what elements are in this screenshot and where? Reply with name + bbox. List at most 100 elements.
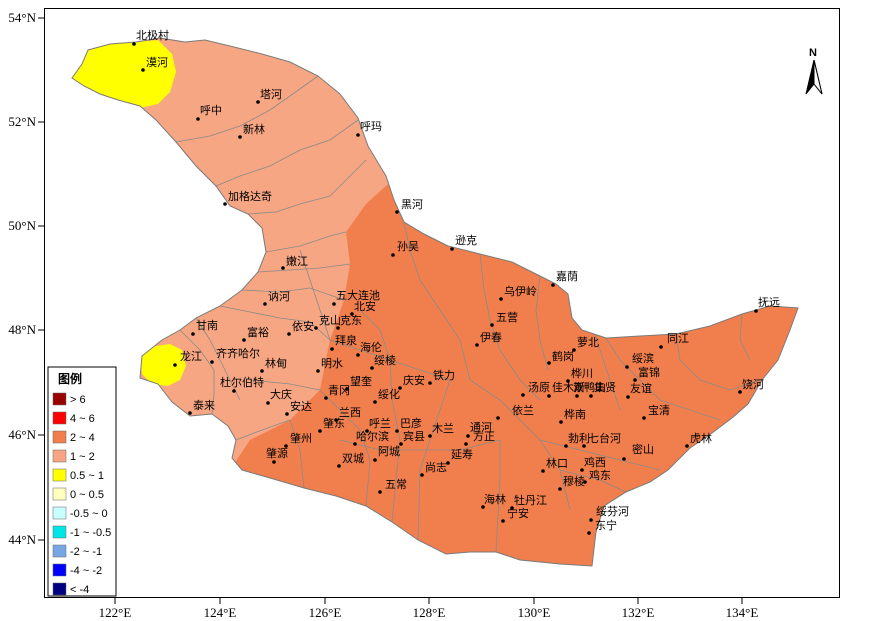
city-label: 肇东 bbox=[323, 416, 345, 430]
city-label: 绥化 bbox=[378, 387, 400, 401]
city-marker bbox=[350, 312, 354, 316]
city-marker bbox=[589, 518, 593, 522]
city-marker bbox=[622, 457, 626, 461]
county-boundary bbox=[235, 419, 291, 441]
city-label: 明水 bbox=[321, 357, 343, 370]
city-label: 同江 bbox=[667, 332, 689, 345]
city-marker bbox=[572, 348, 576, 352]
county-boundary bbox=[675, 333, 761, 391]
city-label: 勃利 bbox=[568, 432, 590, 445]
city-label: 青冈 bbox=[328, 384, 350, 397]
city-marker bbox=[558, 487, 562, 491]
county-boundary bbox=[339, 439, 501, 451]
city-marker bbox=[391, 253, 395, 257]
city-label: 木兰 bbox=[432, 422, 454, 435]
city-marker bbox=[378, 490, 382, 494]
x-tick-label: 128°E bbox=[413, 605, 446, 620]
legend-swatch bbox=[52, 487, 67, 501]
city-marker bbox=[353, 442, 357, 446]
city-marker bbox=[370, 366, 374, 370]
x-tick-label: 132°E bbox=[622, 605, 655, 620]
city-marker bbox=[547, 361, 551, 365]
legend-swatch bbox=[52, 506, 67, 520]
y-tick-label: 46°N bbox=[8, 427, 36, 442]
city-label: 桦川 bbox=[571, 366, 593, 380]
legend: 图例 > 6 4 ~ 6 2 ~ 4 1 ~ 2 0.5 ~ 1 0 ~ 0.5 -0.5 ~… bbox=[47, 366, 117, 597]
legend-item-label: 1 ~ 2 bbox=[70, 451, 95, 463]
city-marker bbox=[754, 309, 758, 313]
city-marker bbox=[332, 302, 336, 306]
city-label: 绥棱 bbox=[374, 354, 396, 367]
county-boundary bbox=[559, 469, 627, 493]
city-marker bbox=[475, 343, 479, 347]
city-marker bbox=[395, 210, 399, 214]
city-marker bbox=[564, 444, 568, 448]
city-marker bbox=[132, 42, 136, 46]
city-marker bbox=[191, 332, 195, 336]
city-label: 漠河 bbox=[146, 56, 168, 69]
city-marker bbox=[685, 444, 689, 448]
zone-0.5-1-mohe bbox=[72, 40, 176, 108]
city-marker bbox=[330, 347, 334, 351]
x-tick-label: 130°E bbox=[518, 605, 551, 620]
y-tick-label: 52°N bbox=[8, 114, 36, 129]
city-label: 饶河 bbox=[742, 378, 764, 391]
y-tick-label: 50°N bbox=[8, 218, 36, 233]
city-marker bbox=[428, 434, 432, 438]
city-marker bbox=[659, 345, 663, 349]
county-boundary bbox=[359, 309, 391, 361]
city-marker bbox=[173, 363, 177, 367]
city-label: 齐齐哈尔 bbox=[216, 346, 260, 360]
city-marker bbox=[446, 461, 450, 465]
legend-swatch bbox=[52, 449, 67, 463]
county-boundary bbox=[403, 221, 471, 381]
city-marker bbox=[428, 381, 432, 385]
county-boundary bbox=[257, 263, 351, 273]
county-boundary bbox=[469, 379, 571, 511]
city-marker bbox=[356, 133, 360, 137]
north-arrow-label: N bbox=[809, 47, 817, 59]
city-marker bbox=[580, 468, 584, 472]
city-marker bbox=[196, 117, 200, 121]
city-label: 克山 bbox=[319, 314, 341, 327]
y-tick-label: 44°N bbox=[8, 532, 36, 547]
city-marker bbox=[566, 379, 570, 383]
city-label: 拜泉 bbox=[335, 333, 357, 347]
city-label: 五大连池 bbox=[336, 288, 380, 302]
city-marker bbox=[284, 444, 288, 448]
city-marker bbox=[582, 444, 586, 448]
county-boundary bbox=[265, 231, 347, 253]
city-marker bbox=[260, 369, 264, 373]
city-marker bbox=[510, 506, 514, 510]
city-label: 宁安 bbox=[507, 506, 529, 520]
legend-item-label: -2 ~ -1 bbox=[70, 546, 102, 558]
city-marker bbox=[263, 302, 267, 306]
county-boundary bbox=[299, 249, 331, 341]
city-marker bbox=[521, 393, 525, 397]
city-label: 逊克 bbox=[455, 234, 477, 247]
city-label: 乌伊岭 bbox=[504, 284, 537, 298]
city-marker bbox=[559, 420, 563, 424]
city-marker bbox=[633, 378, 637, 382]
county-boundary bbox=[319, 389, 371, 507]
city-marker bbox=[399, 442, 403, 446]
city-marker bbox=[626, 395, 630, 399]
city-label: 海林 bbox=[484, 492, 506, 506]
legend-swatch bbox=[52, 468, 67, 482]
city-marker bbox=[356, 353, 360, 357]
city-label: 牡丹江 bbox=[514, 493, 547, 507]
county-boundary bbox=[249, 379, 321, 391]
city-label: 五营 bbox=[496, 310, 518, 324]
city-label: 庆安 bbox=[403, 373, 425, 387]
city-label: 佳木斯 bbox=[552, 380, 585, 394]
legend-swatch bbox=[52, 563, 67, 577]
legend-item-label: 4 ~ 6 bbox=[70, 413, 95, 425]
city-label: 泰来 bbox=[193, 398, 215, 412]
city-marker bbox=[324, 396, 328, 400]
city-label: 鸡西 bbox=[584, 455, 606, 469]
north-arrow: N bbox=[805, 47, 823, 95]
city-label: 嫩江 bbox=[286, 254, 308, 268]
city-marker bbox=[373, 400, 377, 404]
city-marker bbox=[575, 394, 579, 398]
city-label: 抚远 bbox=[758, 295, 780, 309]
